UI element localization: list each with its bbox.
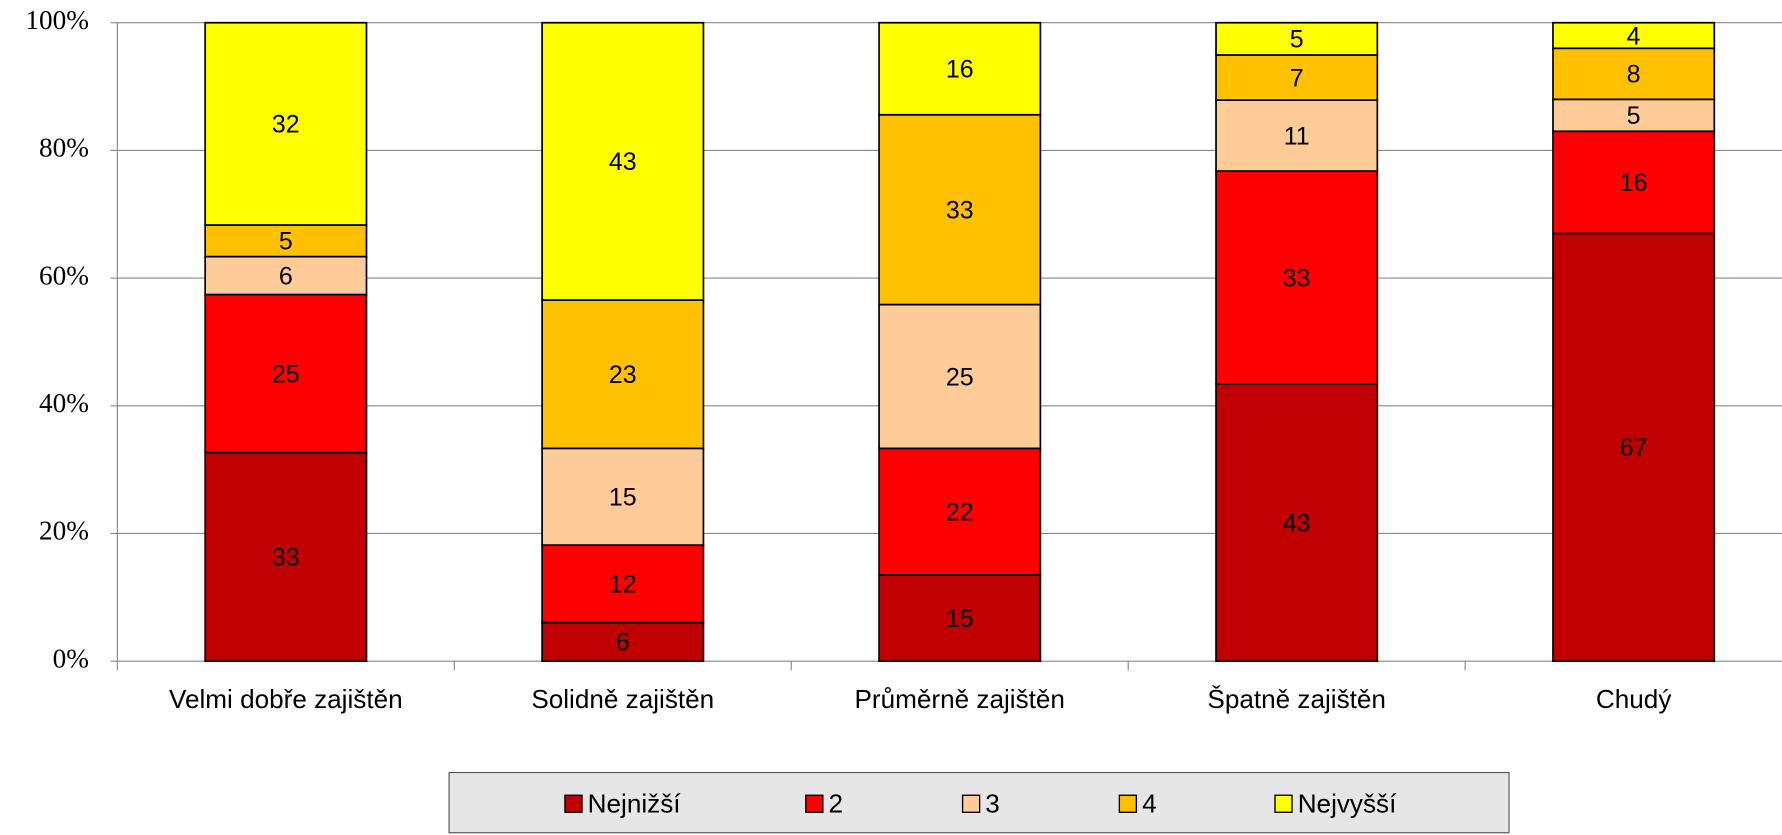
bar-segment bbox=[541, 544, 705, 624]
y-tick-label: 60% bbox=[39, 260, 89, 290]
legend-label: Nejnižší bbox=[588, 788, 682, 818]
data-label: 5 bbox=[1290, 26, 1304, 54]
legend-label: 2 bbox=[829, 788, 844, 818]
bar-segment bbox=[878, 21, 1042, 116]
y-tick-label: 80% bbox=[39, 133, 89, 163]
bar-segment bbox=[1552, 232, 1716, 663]
x-tick-label: Velmi dobře zajištěn bbox=[169, 684, 403, 714]
data-label: 25 bbox=[946, 363, 974, 391]
bar-segment bbox=[541, 21, 705, 301]
bar-segment bbox=[1552, 47, 1716, 101]
data-label: 5 bbox=[279, 228, 293, 256]
y-tick-label: 0% bbox=[53, 643, 89, 673]
bar-segment bbox=[878, 303, 1042, 450]
bar-segment bbox=[878, 447, 1042, 576]
bar-segment bbox=[541, 299, 705, 450]
data-label: 6 bbox=[279, 262, 293, 290]
y-tick-label: 100% bbox=[25, 5, 89, 35]
data-label: 12 bbox=[609, 571, 637, 599]
bar-segment bbox=[541, 621, 705, 663]
data-label: 8 bbox=[1627, 61, 1641, 89]
x-tick-label: Špatně zajištěn bbox=[1207, 684, 1386, 714]
legend-swatch bbox=[805, 794, 824, 813]
bar-segment bbox=[1215, 54, 1379, 101]
data-label: 23 bbox=[609, 361, 637, 389]
bar-segment bbox=[541, 447, 705, 546]
bar-segment bbox=[1215, 383, 1379, 663]
data-label: 15 bbox=[946, 605, 974, 633]
bar-segment bbox=[1552, 98, 1716, 133]
data-label: 16 bbox=[1620, 169, 1648, 197]
data-label: 32 bbox=[272, 111, 300, 139]
data-label: 15 bbox=[609, 484, 637, 512]
legend-swatch bbox=[564, 794, 583, 813]
data-label: 33 bbox=[272, 544, 300, 572]
bar-segment bbox=[878, 113, 1042, 306]
data-label: 7 bbox=[1290, 64, 1304, 92]
bar-segment bbox=[878, 574, 1042, 663]
data-label: 33 bbox=[946, 197, 974, 225]
y-tick-label: 20% bbox=[39, 516, 89, 546]
data-label: 6 bbox=[616, 629, 630, 657]
legend-swatch bbox=[1274, 794, 1293, 813]
legend-label: Nejvyšší bbox=[1298, 788, 1397, 818]
data-label: 33 bbox=[1283, 264, 1311, 292]
bar-segment bbox=[204, 21, 368, 226]
bar-segment bbox=[1552, 130, 1716, 235]
legend-label: 3 bbox=[985, 788, 1000, 818]
bar-segment bbox=[204, 224, 368, 258]
bar-segment bbox=[1215, 21, 1379, 56]
x-tick-label: Průměrně zajištěn bbox=[855, 684, 1065, 714]
y-tick-label: 40% bbox=[39, 388, 89, 418]
legend-label: 4 bbox=[1142, 788, 1157, 818]
data-label: 43 bbox=[1283, 509, 1311, 537]
data-label: 11 bbox=[1284, 122, 1310, 150]
legend-swatch bbox=[1118, 794, 1138, 813]
x-tick-label: Solidně zajištěn bbox=[531, 684, 714, 714]
data-label: 4 bbox=[1627, 22, 1641, 50]
data-label: 22 bbox=[946, 498, 974, 526]
legend-swatch bbox=[961, 794, 981, 813]
data-label: 16 bbox=[946, 56, 974, 84]
data-label: 5 bbox=[1627, 102, 1641, 130]
data-label: 67 bbox=[1620, 434, 1648, 462]
bar-segment bbox=[1552, 21, 1716, 50]
bar-segment bbox=[1215, 170, 1379, 385]
bar-segment bbox=[1215, 99, 1379, 172]
data-label: 43 bbox=[609, 148, 637, 176]
x-tick-label: Chudý bbox=[1596, 684, 1671, 714]
data-label: 25 bbox=[272, 360, 300, 388]
